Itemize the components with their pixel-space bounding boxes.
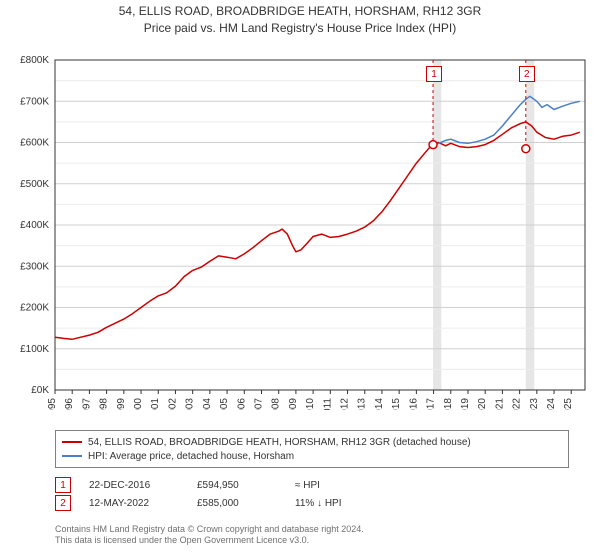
svg-text:2018: 2018 xyxy=(443,398,454,410)
transaction-table: 1 22-DEC-2016 £594,950 ≈ HPI 2 12-MAY-20… xyxy=(55,476,342,512)
svg-text:2003: 2003 xyxy=(185,398,196,410)
svg-text:2000: 2000 xyxy=(133,398,144,410)
svg-text:£300K: £300K xyxy=(20,261,49,272)
svg-text:2024: 2024 xyxy=(546,398,557,410)
svg-text:2008: 2008 xyxy=(271,398,282,410)
svg-text:2006: 2006 xyxy=(236,398,247,410)
svg-text:2001: 2001 xyxy=(150,398,161,410)
svg-text:2025: 2025 xyxy=(563,398,574,410)
svg-text:£200K: £200K xyxy=(20,303,49,314)
license-line-1: Contains HM Land Registry data © Crown c… xyxy=(55,524,364,535)
svg-text:£700K: £700K xyxy=(20,96,49,107)
svg-text:2016: 2016 xyxy=(408,398,419,410)
svg-text:2021: 2021 xyxy=(494,398,505,410)
svg-text:1999: 1999 xyxy=(116,398,127,410)
transaction-badge-1: 1 xyxy=(55,477,71,493)
svg-text:£500K: £500K xyxy=(20,179,49,190)
svg-text:2011: 2011 xyxy=(322,398,333,410)
svg-text:2010: 2010 xyxy=(305,398,316,410)
svg-text:2023: 2023 xyxy=(529,398,540,410)
transaction-delta-1: ≈ HPI xyxy=(295,480,320,491)
svg-text:2015: 2015 xyxy=(391,398,402,410)
transaction-price-1: £594,950 xyxy=(197,480,277,491)
svg-text:2020: 2020 xyxy=(477,398,488,410)
marker-badge-1: 1 xyxy=(426,66,442,82)
page-title: 54, ELLIS ROAD, BROADBRIDGE HEATH, HORSH… xyxy=(0,4,600,18)
svg-text:2005: 2005 xyxy=(219,398,230,410)
svg-text:2017: 2017 xyxy=(426,398,437,410)
svg-text:2019: 2019 xyxy=(460,398,471,410)
transaction-date-2: 12-MAY-2022 xyxy=(89,498,179,509)
price-chart: £0K £100K £200K £300K £400K £500K £600K £700K £8… xyxy=(0,40,600,410)
svg-text:2004: 2004 xyxy=(202,398,213,410)
legend-label-red: 54, ELLIS ROAD, BROADBRIDGE HEATH, HORSH… xyxy=(88,437,471,448)
svg-text:1996: 1996 xyxy=(64,398,75,410)
svg-text:2014: 2014 xyxy=(374,398,385,410)
marker-badge-2: 2 xyxy=(519,66,535,82)
svg-text:2013: 2013 xyxy=(357,398,368,410)
svg-text:2007: 2007 xyxy=(253,398,264,410)
legend-swatch-red xyxy=(62,441,82,443)
svg-text:2002: 2002 xyxy=(167,398,178,410)
license-line-2: This data is licensed under the Open Gov… xyxy=(55,535,364,546)
transaction-date-1: 22-DEC-2016 xyxy=(89,480,179,491)
svg-text:2009: 2009 xyxy=(288,398,299,410)
svg-text:2022: 2022 xyxy=(512,398,523,410)
svg-text:1997: 1997 xyxy=(81,398,92,410)
svg-text:£0K: £0K xyxy=(31,385,49,396)
svg-text:1998: 1998 xyxy=(99,398,110,410)
svg-text:£800K: £800K xyxy=(20,55,49,66)
legend-swatch-blue xyxy=(62,455,82,457)
transaction-price-2: £585,000 xyxy=(197,498,277,509)
svg-text:1995: 1995 xyxy=(47,398,58,410)
legend-box: 54, ELLIS ROAD, BROADBRIDGE HEATH, HORSH… xyxy=(55,430,569,468)
svg-text:£400K: £400K xyxy=(20,220,49,231)
page-subtitle: Price paid vs. HM Land Registry's House … xyxy=(0,21,600,35)
transaction-badge-2: 2 xyxy=(55,495,71,511)
legend-label-blue: HPI: Average price, detached house, Hors… xyxy=(88,451,294,462)
svg-text:£600K: £600K xyxy=(20,138,49,149)
svg-text:£100K: £100K xyxy=(20,344,49,355)
transaction-delta-2: 11% ↓ HPI xyxy=(295,498,342,509)
svg-text:2012: 2012 xyxy=(340,398,351,410)
license-text: Contains HM Land Registry data © Crown c… xyxy=(55,524,364,547)
